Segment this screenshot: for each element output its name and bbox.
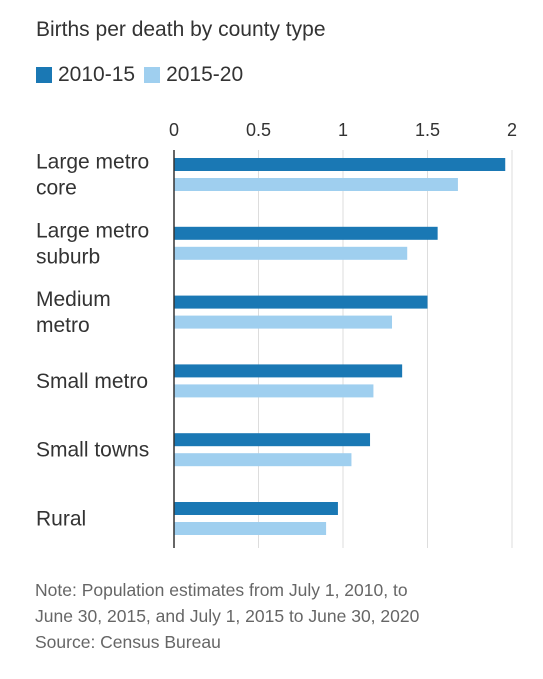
bar-2015-20-1: [174, 246, 408, 260]
source-line: Source: Census Bureau: [35, 632, 221, 652]
x-tick-label-0: 0: [169, 120, 179, 140]
category-label-2-0: Medium: [36, 288, 111, 311]
chart-title: Births per death by county type: [36, 18, 326, 41]
bar-2010-15-3: [174, 364, 403, 378]
legend-swatch-2010-15: [36, 67, 52, 83]
legend-label-2015-20: 2015-20: [166, 63, 244, 86]
footnote: Note: Population estimates from July 1, …: [35, 577, 419, 655]
x-tick-label-2: 1: [338, 120, 348, 140]
bar-2010-15-1: [174, 226, 438, 240]
legend: 2010-15 2015-20: [36, 63, 252, 87]
category-label-4-0: Small towns: [36, 439, 149, 462]
category-label-0-1: core: [36, 177, 77, 200]
bar-2010-15-4: [174, 433, 371, 447]
legend-label-2010-15: 2010-15: [58, 63, 136, 86]
x-tick-label-4: 2: [507, 120, 517, 140]
category-label-1-0: Large metro: [36, 219, 149, 242]
x-tick-label-3: 1.5: [415, 120, 440, 140]
bar-chart: 0 0.5 1 1.5 2 Large metro core Large metro subur…: [36, 120, 517, 548]
bar-2010-15-0: [174, 158, 506, 171]
category-label-2-1: metro: [36, 314, 90, 337]
bar-2010-15-5: [174, 502, 338, 515]
bar-2015-20-0: [174, 178, 458, 191]
category-label-3-0: Small metro: [36, 370, 148, 393]
bar-2015-20-3: [174, 384, 374, 398]
x-tick-label-1: 0.5: [246, 120, 271, 140]
legend-swatch-2015-20: [144, 67, 161, 83]
note-line-1: Note: Population estimates from July 1, …: [35, 580, 408, 600]
bar-2015-20-4: [174, 453, 352, 467]
category-label-5-0: Rural: [36, 508, 86, 531]
category-label-1-1: suburb: [36, 245, 100, 268]
legend-item-2010-15: 2010-15: [36, 63, 135, 87]
category-label-0-0: Large metro: [36, 151, 149, 174]
bar-2015-20-2: [174, 315, 393, 329]
bar-2010-15-2: [174, 295, 428, 309]
note-line-2: June 30, 2015, and July 1, 2015 to June …: [35, 606, 420, 626]
legend-item-2015-20: 2015-20: [144, 63, 243, 87]
bar-2015-20-5: [174, 522, 327, 535]
